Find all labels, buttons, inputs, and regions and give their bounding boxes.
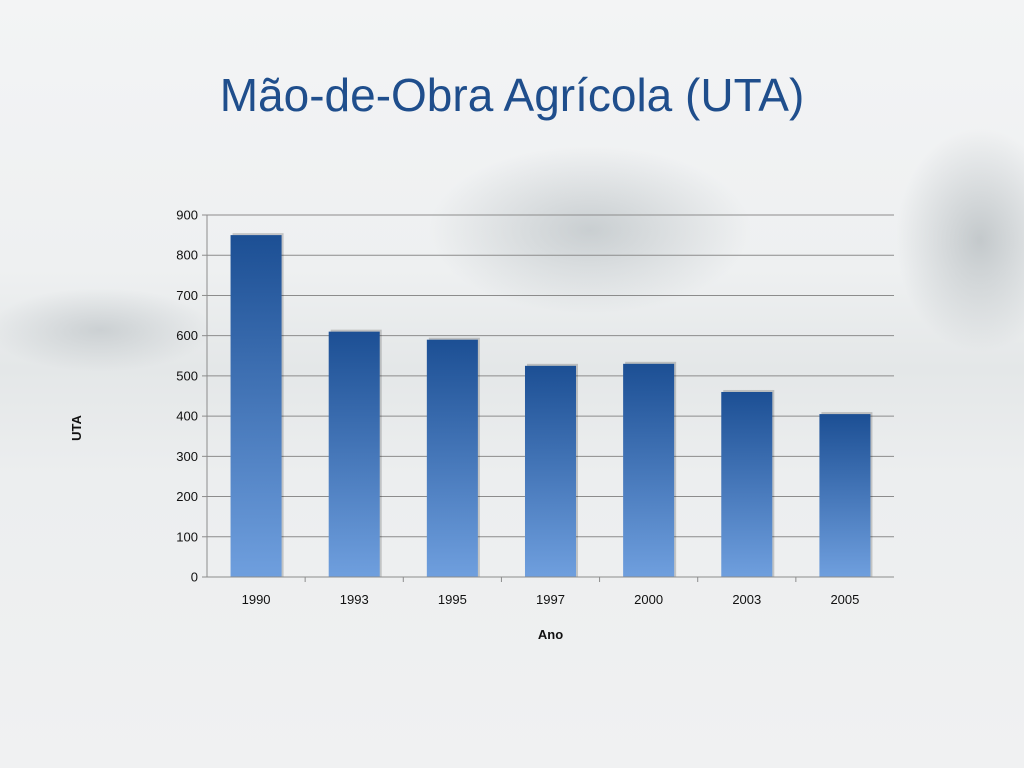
y-tick-label: 0 xyxy=(191,570,198,585)
bar-1997 xyxy=(524,365,577,577)
y-axis-title: UTA xyxy=(69,415,84,441)
bar-2005 xyxy=(819,414,871,577)
y-tick-label: 900 xyxy=(176,208,198,223)
y-tick-labels: 0 100 200 300 400 500 600 700 800 900 xyxy=(176,208,198,585)
slide-title: Mão-de-Obra Agrícola (UTA) xyxy=(219,69,805,121)
bar-1990 xyxy=(230,235,282,577)
y-tick-label: 700 xyxy=(176,288,198,303)
x-tick-label: 2003 xyxy=(732,592,761,607)
y-tick-label: 200 xyxy=(176,489,198,504)
x-tick-label: 1990 xyxy=(242,592,271,607)
bar-2000 xyxy=(623,363,675,577)
bar-1993 xyxy=(328,331,380,577)
x-tick-label: 1997 xyxy=(536,592,565,607)
x-tick-label: 2005 xyxy=(830,592,859,607)
x-tick-label: 1995 xyxy=(438,592,467,607)
x-tick-labels: 1990 1993 1995 1997 2000 2003 2005 xyxy=(242,592,860,607)
bar-2003 xyxy=(721,391,773,577)
bars xyxy=(230,233,873,577)
y-tick-label: 800 xyxy=(176,248,198,263)
y-tick-label: 100 xyxy=(176,529,198,544)
y-tick-label: 400 xyxy=(176,409,198,424)
x-axis-title: Ano xyxy=(538,627,563,642)
x-tick-label: 1993 xyxy=(340,592,369,607)
bar-1995 xyxy=(426,339,478,577)
y-tick-label: 500 xyxy=(176,368,198,383)
y-tick-label: 600 xyxy=(176,328,198,343)
x-tick-label: 2000 xyxy=(634,592,663,607)
axes xyxy=(206,215,894,578)
y-tick-label: 300 xyxy=(176,449,198,464)
